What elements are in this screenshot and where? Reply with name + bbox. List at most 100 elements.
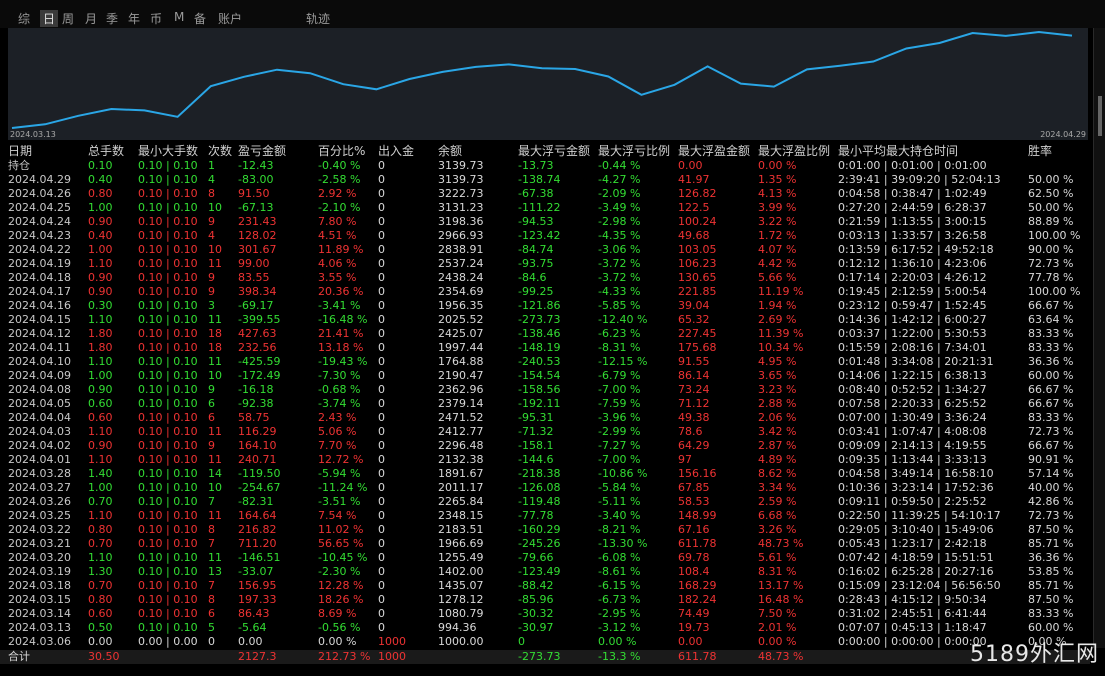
table-cell: 108.4 <box>678 565 710 578</box>
data-row: 2024.04.03 1.10 0.10 | 0.10 11 116.29 5.06 % 0… <box>0 425 1090 439</box>
scroll-thumb[interactable] <box>1098 96 1102 136</box>
table-cell: 1.10 <box>88 509 113 522</box>
scrollbar[interactable] <box>1093 28 1105 648</box>
table-cell: 2024.04.01 <box>8 453 71 466</box>
table-cell: 4.06 % <box>318 257 357 270</box>
table-cell: 126.82 <box>678 187 717 200</box>
table-cell: 3198.36 <box>438 215 484 228</box>
table-cell: -3.40 % <box>598 509 641 522</box>
table-cell: 221.85 <box>678 285 717 298</box>
table-cell: 0:03:37 | 1:22:00 | 5:30:53 <box>838 327 987 340</box>
table-cell: -30.97 <box>518 621 554 634</box>
table-cell: 0 <box>378 285 385 298</box>
table-cell: 0 <box>378 355 385 368</box>
table-cell: 0.10 | 0.10 <box>138 173 198 186</box>
tab[interactable]: 月 <box>85 12 98 26</box>
table-cell: 13.18 % <box>318 341 364 354</box>
table-cell: 1.35 % <box>758 173 797 186</box>
table-cell: -4.33 % <box>598 285 641 298</box>
table-cell: 0 <box>378 495 385 508</box>
table-cell: 65.32 <box>678 313 710 326</box>
table-cell: 0:14:06 | 1:22:15 | 6:38:13 <box>838 369 987 382</box>
data-row: 2024.03.25 1.10 0.10 | 0.10 11 164.64 7.54 % 0… <box>0 509 1090 523</box>
table-cell: 2379.14 <box>438 397 484 410</box>
table-cell: 2024.03.18 <box>8 579 71 592</box>
table-cell: 148.99 <box>678 509 717 522</box>
table-cell: 3139.73 <box>438 159 484 172</box>
table-cell: -6.08 % <box>598 551 641 564</box>
tab[interactable]: 季 <box>106 12 119 26</box>
table-cell: -5.85 % <box>598 299 641 312</box>
table-cell: 0.70 <box>88 495 113 508</box>
total-row: 合计 30.50 2127.3 212.73 % 1000 -273.73 -13.3 % 6… <box>0 650 1090 664</box>
table-cell: 2024.04.22 <box>8 243 71 256</box>
table-cell: 0 <box>378 481 385 494</box>
tab[interactable]: 综 <box>18 12 31 26</box>
table-cell: 100.24 <box>678 215 717 228</box>
table-cell: 72.73 % <box>1028 257 1074 270</box>
table-cell: 36.36 % <box>1028 355 1074 368</box>
table-cell: -3.72 % <box>598 257 641 270</box>
table-cell: 2011.17 <box>438 481 484 494</box>
table-cell: 64.29 <box>678 439 710 452</box>
table-cell: 156.16 <box>678 467 717 480</box>
table-cell: 1.00 <box>88 243 113 256</box>
tab[interactable]: 年 <box>128 12 141 26</box>
table-cell: -245.26 <box>518 537 561 550</box>
table-cell: 197.33 <box>238 593 277 606</box>
table-cell: -85.96 <box>518 593 554 606</box>
table-cell: 0.10 | 0.10 <box>138 327 198 340</box>
table-cell: 60.00 % <box>1028 621 1074 634</box>
table-cell: 2024.03.26 <box>8 495 71 508</box>
column-header: 盈亏金额 <box>238 144 287 158</box>
table-cell: 212.73 % <box>318 650 371 663</box>
table-cell: 0 <box>378 299 385 312</box>
table-cell: 10 <box>208 481 222 494</box>
table-cell: 30.50 <box>88 650 120 663</box>
tab[interactable]: 备 <box>194 12 207 26</box>
table-cell: 2024.03.19 <box>8 565 71 578</box>
tab[interactable]: 日 <box>40 10 59 27</box>
table-cell: 8 <box>208 523 215 536</box>
table-cell: 2412.77 <box>438 425 484 438</box>
table-cell: 2.43 % <box>318 411 357 424</box>
table-cell: 11.19 % <box>758 285 804 298</box>
table-cell: 0 <box>378 257 385 270</box>
table-cell: -172.49 <box>238 369 281 382</box>
table-cell: -67.13 <box>238 201 274 214</box>
table-cell: -158.1 <box>518 439 554 452</box>
table-cell: -2.99 % <box>598 425 641 438</box>
table-cell: 0.10 | 0.10 <box>138 187 198 200</box>
table-cell: 0.10 | 0.10 <box>138 355 198 368</box>
table-cell: 0.00 % <box>598 635 637 648</box>
table-cell: -126.08 <box>518 481 561 494</box>
tab[interactable]: 轨迹 <box>306 12 331 26</box>
table-cell: 4.42 % <box>758 257 797 270</box>
tab[interactable]: 周 <box>62 12 75 26</box>
table-cell: -83.00 <box>238 173 274 186</box>
table-cell: 41.97 <box>678 173 710 186</box>
table-cell: -94.53 <box>518 215 554 228</box>
table-cell: 4.13 % <box>758 187 797 200</box>
column-header: 最小平均最大持仓时间 <box>838 144 959 158</box>
table-cell: 1255.49 <box>438 551 484 564</box>
data-row: 2024.04.02 0.90 0.10 | 0.10 9 164.10 7.70 % 0 2… <box>0 439 1090 453</box>
tab[interactable]: M <box>174 10 185 24</box>
tab[interactable]: 账户 <box>218 12 243 26</box>
table-cell: 2362.96 <box>438 383 484 396</box>
table-cell: 0.10 | 0.10 <box>138 551 198 564</box>
table-cell: 0:07:00 | 1:30:49 | 3:36:24 <box>838 411 987 424</box>
table-cell: 0:04:58 | 0:38:47 | 1:02:49 <box>838 187 987 200</box>
table-cell: 1080.79 <box>438 607 484 620</box>
table-cell: 0.00 <box>238 635 263 648</box>
table-cell: -123.42 <box>518 229 561 242</box>
table-cell: 0.10 | 0.10 <box>138 229 198 242</box>
table-cell: -6.15 % <box>598 579 641 592</box>
table-cell: 14 <box>208 467 222 480</box>
tab[interactable]: 币 <box>150 12 163 26</box>
table-cell: 2024.04.26 <box>8 187 71 200</box>
table-cell: 130.65 <box>678 271 717 284</box>
table-cell: 2.69 % <box>758 313 797 326</box>
table-cell: 8 <box>208 187 215 200</box>
data-row: 2024.03.21 0.70 0.10 | 0.10 7 711.20 56.65 % 0… <box>0 537 1090 551</box>
